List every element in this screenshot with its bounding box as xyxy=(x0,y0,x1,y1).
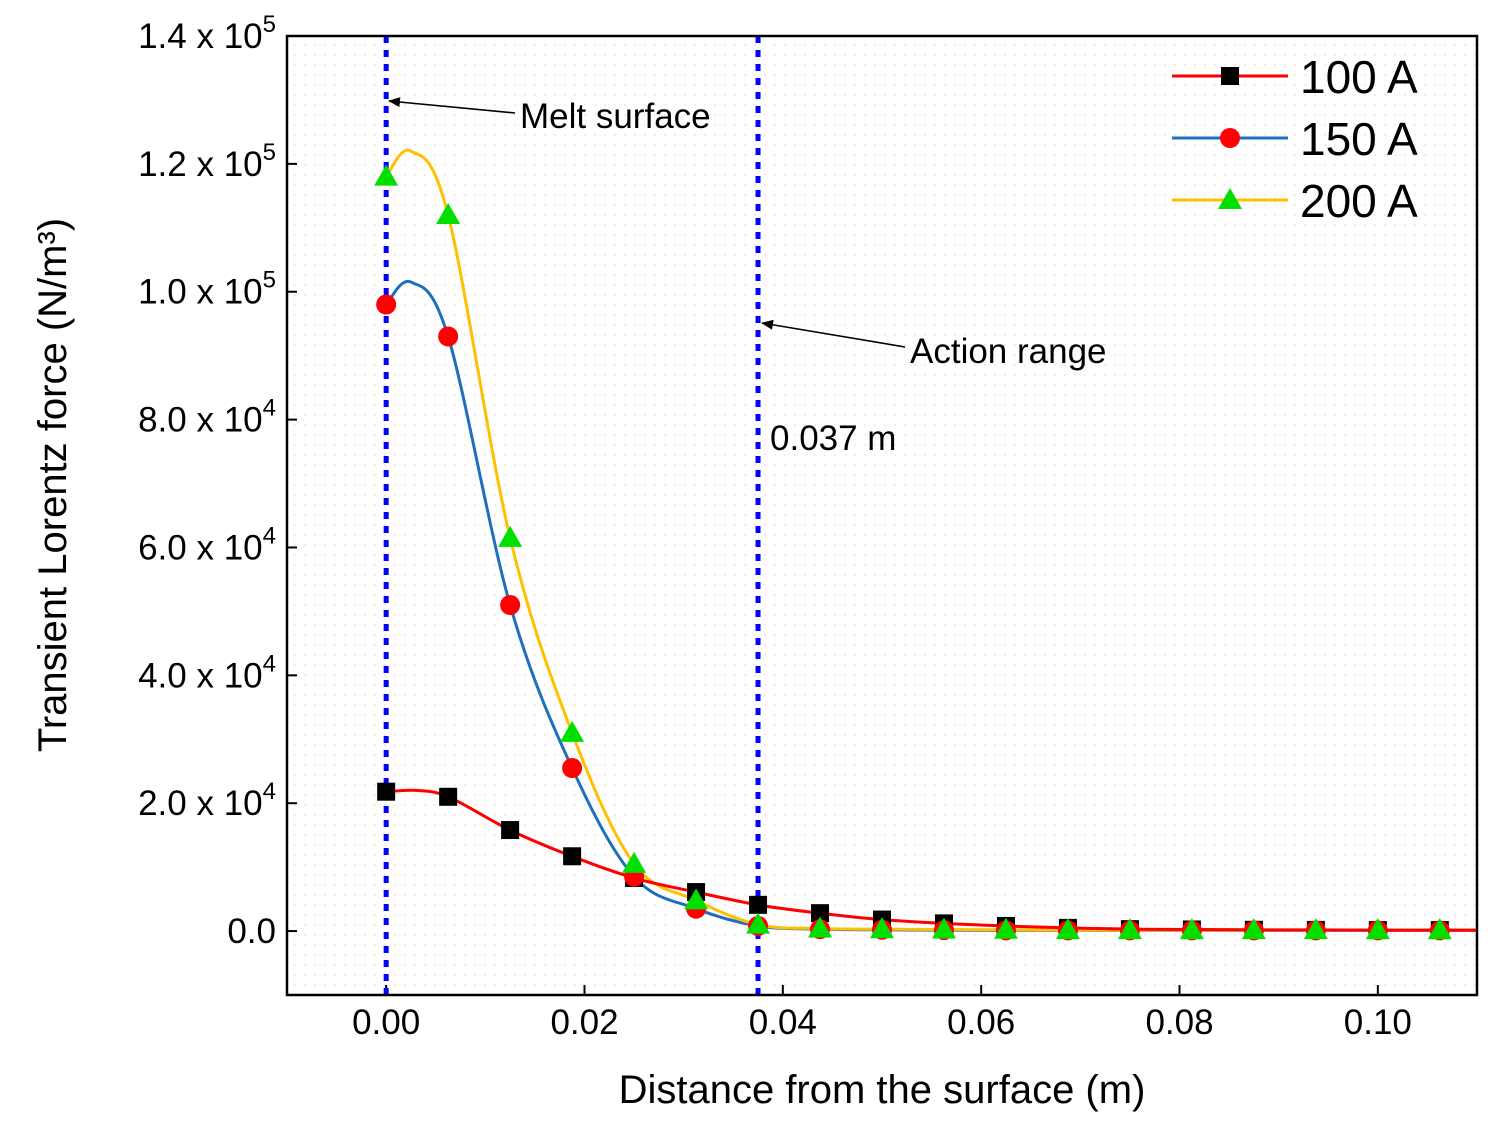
melt-surface-arrow xyxy=(388,97,516,114)
x-axis: 0.00 0.02 0.04 0.06 0.08 0.10 xyxy=(352,985,1412,1042)
legend-label-200a: 200 A xyxy=(1300,175,1418,227)
data-point-100a xyxy=(563,847,582,866)
y-tick-label: 4.0 x 104 xyxy=(138,650,276,695)
y-tick-exponent: 4 xyxy=(263,778,276,805)
data-point-200a xyxy=(560,720,585,742)
plot-frame xyxy=(285,34,1479,997)
x-tick-label: 0.06 xyxy=(947,1003,1015,1042)
x-axis-title: Distance from the surface (m) xyxy=(619,1068,1146,1112)
melt-surface-label: Melt surface xyxy=(520,97,711,136)
data-point-100a xyxy=(811,904,830,923)
y-tick-exponent: 5 xyxy=(263,11,276,38)
y-tick-exponent: 5 xyxy=(263,139,276,166)
y-tick-mantissa: 2.0 x 10 xyxy=(138,784,263,823)
data-point-100a xyxy=(377,782,396,801)
series-markers xyxy=(374,164,1452,941)
x-tick-label: 0.02 xyxy=(550,1003,618,1042)
x-tick-label: 0.00 xyxy=(352,1003,420,1042)
y-tick-label: 6.0 x 104 xyxy=(138,522,276,567)
x-tick-label: 0.04 xyxy=(749,1003,817,1042)
data-point-100a xyxy=(749,895,768,914)
data-point-200a xyxy=(374,164,399,186)
legend-marker-150a xyxy=(1220,128,1240,148)
data-point-200a xyxy=(870,917,894,939)
y-tick-exponent: 4 xyxy=(263,522,276,549)
data-point-200a xyxy=(808,916,833,938)
y-tick-label: 8.0 x 104 xyxy=(138,395,276,440)
data-point-150a xyxy=(500,595,521,616)
legend: 100 A 150 A 200 A xyxy=(1172,51,1418,227)
data-point-200a xyxy=(1365,918,1390,940)
x-tick-label: 0.08 xyxy=(1145,1003,1213,1042)
x-tick-label: 0.10 xyxy=(1344,1003,1412,1042)
legend-label-150a: 150 A xyxy=(1300,113,1418,165)
data-point-150a xyxy=(438,326,459,347)
legend-marker-100a xyxy=(1221,67,1239,85)
data-point-200a xyxy=(1179,918,1204,940)
y-tick-mantissa: 6.0 x 10 xyxy=(138,528,263,567)
action-range-label: Action range xyxy=(910,332,1107,371)
data-point-200a xyxy=(1055,918,1080,940)
y-tick-mantissa: 1.0 x 10 xyxy=(138,273,263,312)
y-tick-mantissa: 8.0 x 10 xyxy=(138,401,263,440)
y-axis-title-text: Transient Lorentz force (N/m³) xyxy=(31,218,75,752)
plot-area xyxy=(287,36,1477,995)
data-point-200a xyxy=(1117,918,1142,940)
data-point-200a xyxy=(931,917,956,939)
data-point-200a xyxy=(622,851,647,873)
data-point-200a xyxy=(1427,918,1452,940)
y-tick-mantissa: 0.0 xyxy=(227,912,276,951)
data-point-200a xyxy=(498,525,523,547)
data-point-200a xyxy=(1303,918,1328,940)
data-point-200a xyxy=(684,888,709,910)
y-tick-exponent: 4 xyxy=(263,395,276,422)
data-point-200a xyxy=(1241,918,1266,940)
reference-lines xyxy=(383,36,761,995)
data-point-200a xyxy=(993,917,1018,939)
y-tick-mantissa: 4.0 x 10 xyxy=(138,656,263,695)
y-tick-label: 0.0 xyxy=(227,912,276,951)
y-tick-label: 1.4 x 105 xyxy=(138,11,276,56)
y-tick-label: 1.0 x 105 xyxy=(138,267,276,312)
data-point-200a xyxy=(436,203,461,225)
y-tick-label: 2.0 x 104 xyxy=(138,778,276,823)
legend-label-100a: 100 A xyxy=(1300,51,1418,103)
data-point-100a xyxy=(439,787,458,806)
y-tick-exponent: 5 xyxy=(263,267,276,294)
y-tick-label: 1.2 x 105 xyxy=(138,139,276,184)
y-tick-exponent: 4 xyxy=(263,650,276,677)
y-tick-mantissa: 1.4 x 10 xyxy=(138,17,263,56)
annotations: Melt surface Action range 0.037 m xyxy=(388,97,1107,458)
data-point-150a xyxy=(376,294,397,315)
action-range-arrow xyxy=(761,319,906,348)
data-point-200a xyxy=(746,912,771,934)
legend-marker-200a xyxy=(1218,188,1242,209)
data-point-150a xyxy=(562,758,583,779)
y-tick-mantissa: 1.2 x 10 xyxy=(138,145,263,184)
data-point-100a xyxy=(501,821,520,840)
y-axis-title: Transient Lorentz force (N/m³) xyxy=(31,218,75,752)
depth-value-label: 0.037 m xyxy=(770,419,896,458)
